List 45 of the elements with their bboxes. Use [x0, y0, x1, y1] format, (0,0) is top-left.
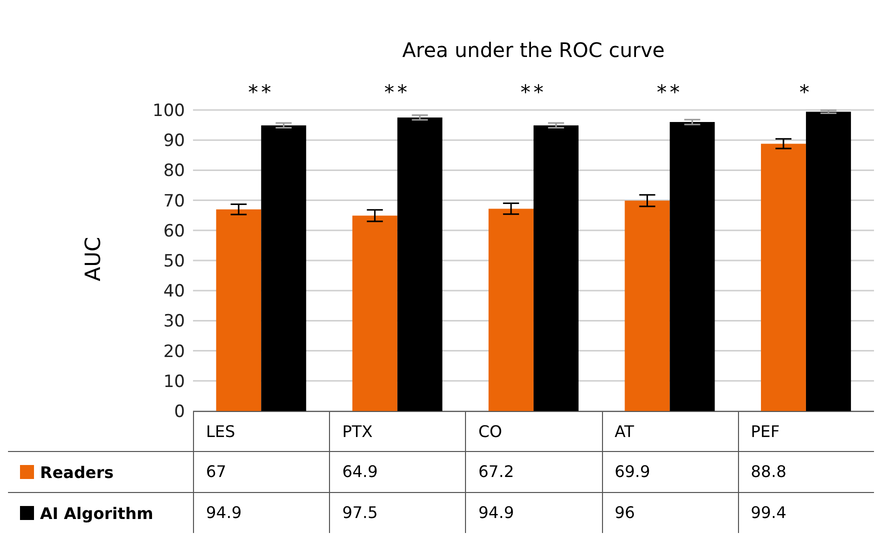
y-tick-label: 90: [163, 131, 185, 152]
data-label: 94.9: [465, 493, 602, 533]
bar: [352, 216, 398, 411]
y-tick-label: 40: [163, 282, 185, 302]
bar: [397, 118, 442, 411]
x-tick-label: LES: [193, 411, 330, 451]
data-label: 99.4: [738, 493, 874, 533]
data-label: 97.5: [329, 493, 466, 533]
data-label: 67: [193, 452, 330, 492]
y-tick-label: 10: [163, 372, 185, 392]
text: **: [247, 80, 276, 104]
legend-label: Readers: [39, 462, 115, 484]
text: *: [798, 80, 814, 104]
chart-title: Area under the ROC curve: [401, 38, 666, 62]
y-tick-label: 0: [174, 402, 185, 422]
bar: [216, 209, 262, 411]
bar: [760, 144, 806, 411]
bar: [806, 112, 851, 411]
data-label: 69.9: [602, 452, 738, 492]
data-label: 88.8: [738, 452, 874, 492]
y-tick-label: 20: [163, 342, 185, 362]
y-axis-title: AUC: [81, 235, 105, 283]
bar: [261, 125, 306, 411]
y-tick-label: 50: [163, 252, 185, 272]
x-tick-label: AT: [602, 411, 738, 451]
y-tick-label: 60: [163, 221, 185, 242]
data-label: 64.9: [329, 452, 466, 492]
bar: [624, 200, 670, 411]
bar: [488, 208, 534, 411]
x-tick-label: CO: [465, 411, 602, 451]
data-label: 94.9: [193, 493, 330, 533]
bar: [670, 122, 715, 411]
x-tick-label: PEF: [738, 411, 874, 451]
x-tick-label: PTX: [329, 411, 466, 451]
text: **: [519, 80, 548, 104]
y-tick-label: 80: [163, 161, 185, 182]
data-label: 96: [602, 493, 738, 533]
y-tick-label: 70: [163, 191, 185, 212]
text: **: [656, 80, 684, 104]
data-label: 67.2: [465, 452, 602, 492]
legend-label: AI Algorithm: [39, 502, 154, 524]
bar: [534, 125, 579, 411]
y-tick-label: 30: [163, 312, 185, 332]
y-tick-label: 100: [152, 101, 185, 122]
text: **: [383, 80, 412, 104]
